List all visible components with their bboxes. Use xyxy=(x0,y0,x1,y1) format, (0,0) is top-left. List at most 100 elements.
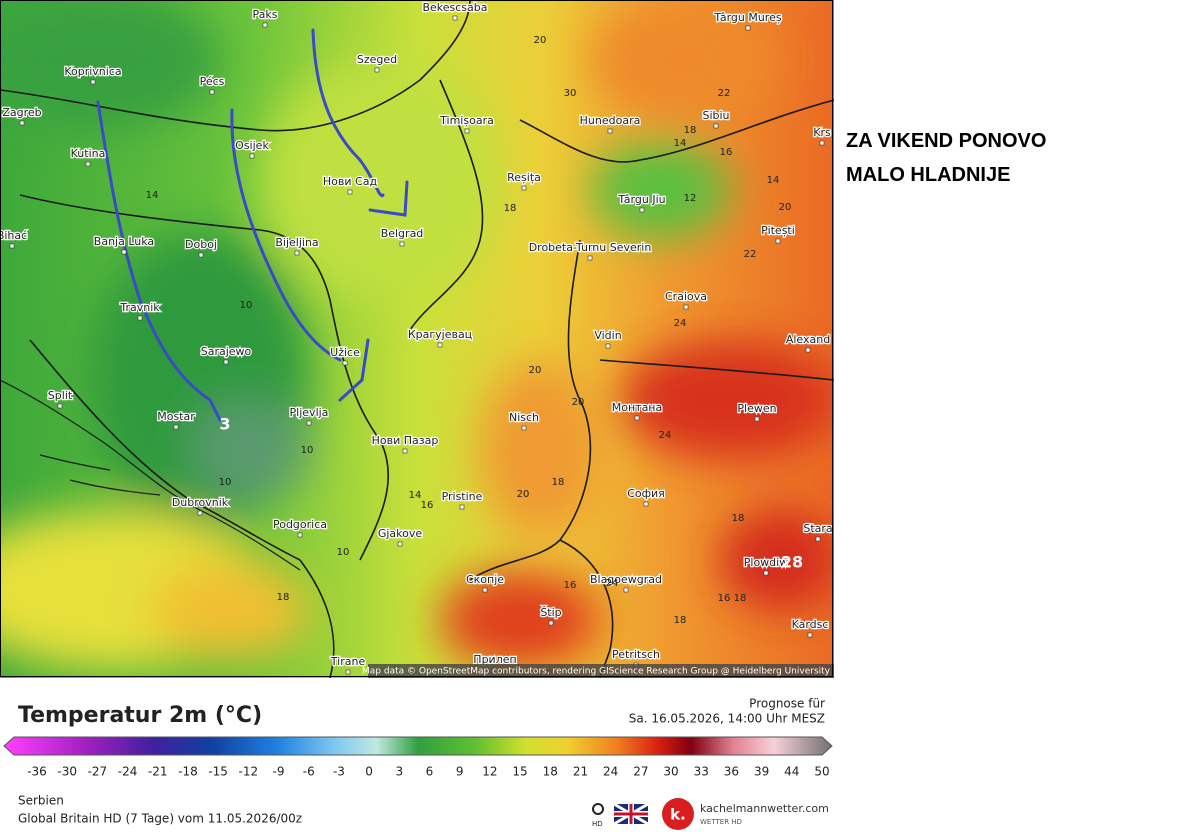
city-dot xyxy=(805,347,811,353)
contour-label: 16 xyxy=(564,580,577,591)
city-label: Pristine xyxy=(442,490,483,503)
city-label: Užice xyxy=(330,346,360,359)
scale-tick-label: 18 xyxy=(543,765,558,779)
contour-label: 10 xyxy=(337,547,350,558)
annotation: MALO HLADNIJE xyxy=(846,164,1011,186)
city-dot xyxy=(639,207,645,213)
city-label: Pitești xyxy=(761,224,795,237)
city-dot xyxy=(402,448,408,454)
legend-title: Temperatur 2m (°C) xyxy=(18,703,262,728)
brand-logo[interactable] xyxy=(662,798,694,830)
city-dot xyxy=(807,632,813,638)
city-label: Podgorica xyxy=(273,518,327,531)
city-label: Прилеп xyxy=(473,653,516,666)
city-label: Нови Пазар xyxy=(372,434,439,447)
city-label: Pljevlja xyxy=(290,406,329,419)
city-dot xyxy=(587,255,593,261)
city-label: Belgrad xyxy=(381,227,424,240)
city-label: Mostar xyxy=(157,410,195,423)
city-dot xyxy=(464,128,470,134)
contour-label: 20 xyxy=(779,202,792,213)
scale-tick-label: 39 xyxy=(754,765,769,779)
city-dot xyxy=(459,504,465,510)
contour-label: 12 xyxy=(684,193,697,204)
city-dot xyxy=(548,620,554,626)
city-label: Krs xyxy=(813,126,831,139)
city-label: Tirane xyxy=(330,655,366,668)
city-labels: Bekescsaba Paks Târgu Mureș Koprivnica Pécs S… xyxy=(0,0,834,675)
city-dot xyxy=(437,342,443,348)
city-label: Gjakove xyxy=(378,527,423,540)
contour-label: 24 xyxy=(606,578,619,589)
search-icon[interactable] xyxy=(592,803,604,815)
city-label: Drobeta-Turnu Severin xyxy=(529,241,652,254)
scale-tick-label: 33 xyxy=(694,765,709,779)
city-dot xyxy=(19,120,25,126)
scale-tick-label: 24 xyxy=(603,765,618,779)
city-dot xyxy=(345,669,351,675)
city-dot xyxy=(347,189,353,195)
scale-tick-label: -6 xyxy=(303,765,315,779)
city-label: Reșița xyxy=(507,171,541,184)
scale-tick-label: -27 xyxy=(88,765,108,779)
city-label: Bihać xyxy=(0,229,27,242)
city-label: Timișoara xyxy=(439,114,494,127)
contour-label: 20 xyxy=(534,35,547,46)
scale-tick-label: 3 xyxy=(395,765,403,779)
region: Serbien xyxy=(18,794,64,808)
scale-tick-label: 21 xyxy=(573,765,588,779)
contour-label: 10 xyxy=(219,477,232,488)
city-dot xyxy=(763,570,769,576)
contour-label: 16 xyxy=(720,147,733,158)
forecast-time: Sa. 16.05.2026, 14:00 Uhr MESZ xyxy=(629,712,825,726)
city-label: Zagreb xyxy=(2,106,41,119)
city-dot xyxy=(643,501,649,507)
city-dot xyxy=(607,128,613,134)
city-dot xyxy=(57,403,63,409)
map-frame xyxy=(0,0,833,677)
city-label: Doboj xyxy=(185,238,217,251)
scale-tick-label: 12 xyxy=(482,765,497,779)
brand-name: kachelmannwetter.com xyxy=(700,802,829,815)
contour-label: 14 xyxy=(674,138,687,149)
city-label: Travnik xyxy=(119,301,160,314)
city-label: Târgu Jiu xyxy=(617,193,665,206)
city-label: Kutina xyxy=(71,147,106,160)
attribution: Map data © OpenStreetMap contributors, r… xyxy=(362,667,831,677)
city-label: Blagoewgrad xyxy=(590,573,662,586)
city-label: Paks xyxy=(253,8,278,21)
scale-tick-label: 44 xyxy=(784,765,799,779)
city-label: Koprivnica xyxy=(64,65,121,78)
city-label: Bekescsaba xyxy=(422,1,487,14)
city-dot xyxy=(90,79,96,85)
city-dot xyxy=(623,587,629,593)
contour-label: 16 xyxy=(421,500,434,511)
city-label: Štip xyxy=(540,606,561,619)
city-dot xyxy=(374,67,380,73)
city-dot xyxy=(297,532,303,538)
contour-label: 22 xyxy=(744,249,757,260)
map: Bekescsaba Paks Târgu Mureș Koprivnica Pécs S… xyxy=(0,0,834,678)
city-dot xyxy=(397,541,403,547)
scale-tick-label: 0 xyxy=(365,765,373,779)
scale-tick-label: 36 xyxy=(724,765,739,779)
contour-label: 18 xyxy=(277,592,290,603)
city-label: Nisch xyxy=(509,411,539,424)
cold-front-lines xyxy=(96,28,409,422)
city-dot xyxy=(482,587,488,593)
scale-tick-label: -12 xyxy=(239,765,259,779)
contour-label: 18 xyxy=(734,593,747,604)
scale-tick-label: 27 xyxy=(633,765,648,779)
city-label: Hunedoara xyxy=(580,114,641,127)
city-label: Alexand xyxy=(786,333,830,346)
city-dot xyxy=(754,416,760,422)
contour-label: 3 xyxy=(219,415,230,434)
contour-label: 20 xyxy=(529,365,542,376)
city-dot xyxy=(137,315,143,321)
city-dot xyxy=(634,415,640,421)
city-dot xyxy=(121,249,127,255)
city-dot xyxy=(85,161,91,167)
contour-label: 30 xyxy=(564,88,577,99)
